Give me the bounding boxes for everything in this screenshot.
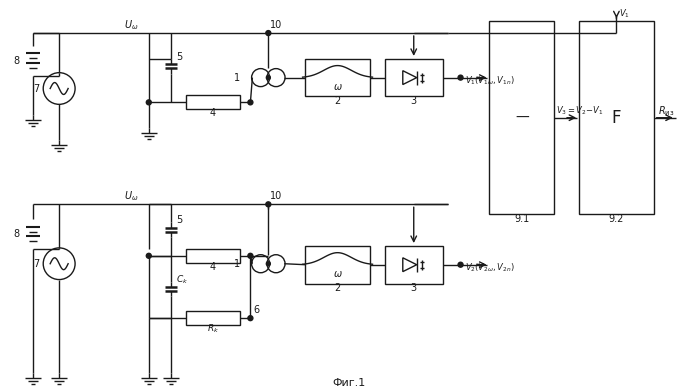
Text: 8: 8 — [13, 56, 20, 66]
Text: 1: 1 — [235, 73, 240, 83]
Bar — [385, 59, 443, 96]
Text: $C_k$: $C_k$ — [176, 273, 188, 286]
Circle shape — [266, 202, 271, 207]
Circle shape — [248, 100, 253, 105]
Bar — [305, 59, 370, 96]
Text: F: F — [611, 109, 621, 127]
Text: 4: 4 — [210, 262, 216, 272]
Circle shape — [147, 100, 151, 105]
Circle shape — [458, 75, 463, 80]
Text: $\omega$: $\omega$ — [333, 269, 343, 279]
Text: $U_{\omega}$: $U_{\omega}$ — [124, 190, 138, 203]
Text: $V_2(V_{2\omega},V_{2n})$: $V_2(V_{2\omega},V_{2n})$ — [465, 261, 514, 274]
Bar — [579, 21, 654, 214]
Circle shape — [267, 76, 270, 80]
Text: 5: 5 — [176, 52, 182, 62]
Bar — [385, 246, 443, 284]
Text: 9.2: 9.2 — [609, 214, 624, 224]
Bar — [489, 21, 554, 214]
Circle shape — [248, 316, 253, 321]
Text: 3: 3 — [410, 284, 417, 293]
Text: 2: 2 — [334, 96, 341, 106]
Bar — [305, 246, 370, 284]
Text: —: — — [515, 111, 528, 125]
Text: 3: 3 — [410, 96, 417, 106]
Text: 6: 6 — [253, 305, 260, 315]
Text: 8: 8 — [13, 229, 20, 239]
Circle shape — [147, 254, 151, 258]
Text: $V_1$: $V_1$ — [619, 7, 630, 20]
Text: 7: 7 — [33, 83, 39, 94]
Circle shape — [267, 262, 270, 266]
Text: Фиг.1: Фиг.1 — [332, 378, 366, 388]
Bar — [186, 249, 240, 263]
Text: 10: 10 — [270, 20, 283, 30]
Text: 1: 1 — [235, 259, 240, 269]
Text: 5: 5 — [176, 215, 182, 225]
Text: 2: 2 — [334, 284, 341, 293]
Text: 7: 7 — [33, 259, 39, 269]
Text: $U_{\omega}$: $U_{\omega}$ — [124, 18, 138, 32]
Text: 4: 4 — [210, 108, 216, 118]
Circle shape — [458, 262, 463, 267]
Text: $R_{\rm из}$: $R_{\rm из}$ — [658, 104, 674, 118]
Text: 9.1: 9.1 — [514, 214, 530, 224]
Circle shape — [248, 254, 253, 258]
Bar — [186, 96, 240, 109]
Bar — [186, 311, 240, 325]
Circle shape — [266, 30, 271, 35]
Text: $V_1(V_{1\omega},V_{1n})$: $V_1(V_{1\omega},V_{1n})$ — [465, 74, 514, 87]
Text: 10: 10 — [270, 191, 283, 201]
Text: $V_3{=}V_2{-}V_1$: $V_3{=}V_2{-}V_1$ — [556, 105, 604, 117]
Text: $R_k$: $R_k$ — [207, 323, 219, 335]
Text: $\omega$: $\omega$ — [333, 82, 343, 92]
